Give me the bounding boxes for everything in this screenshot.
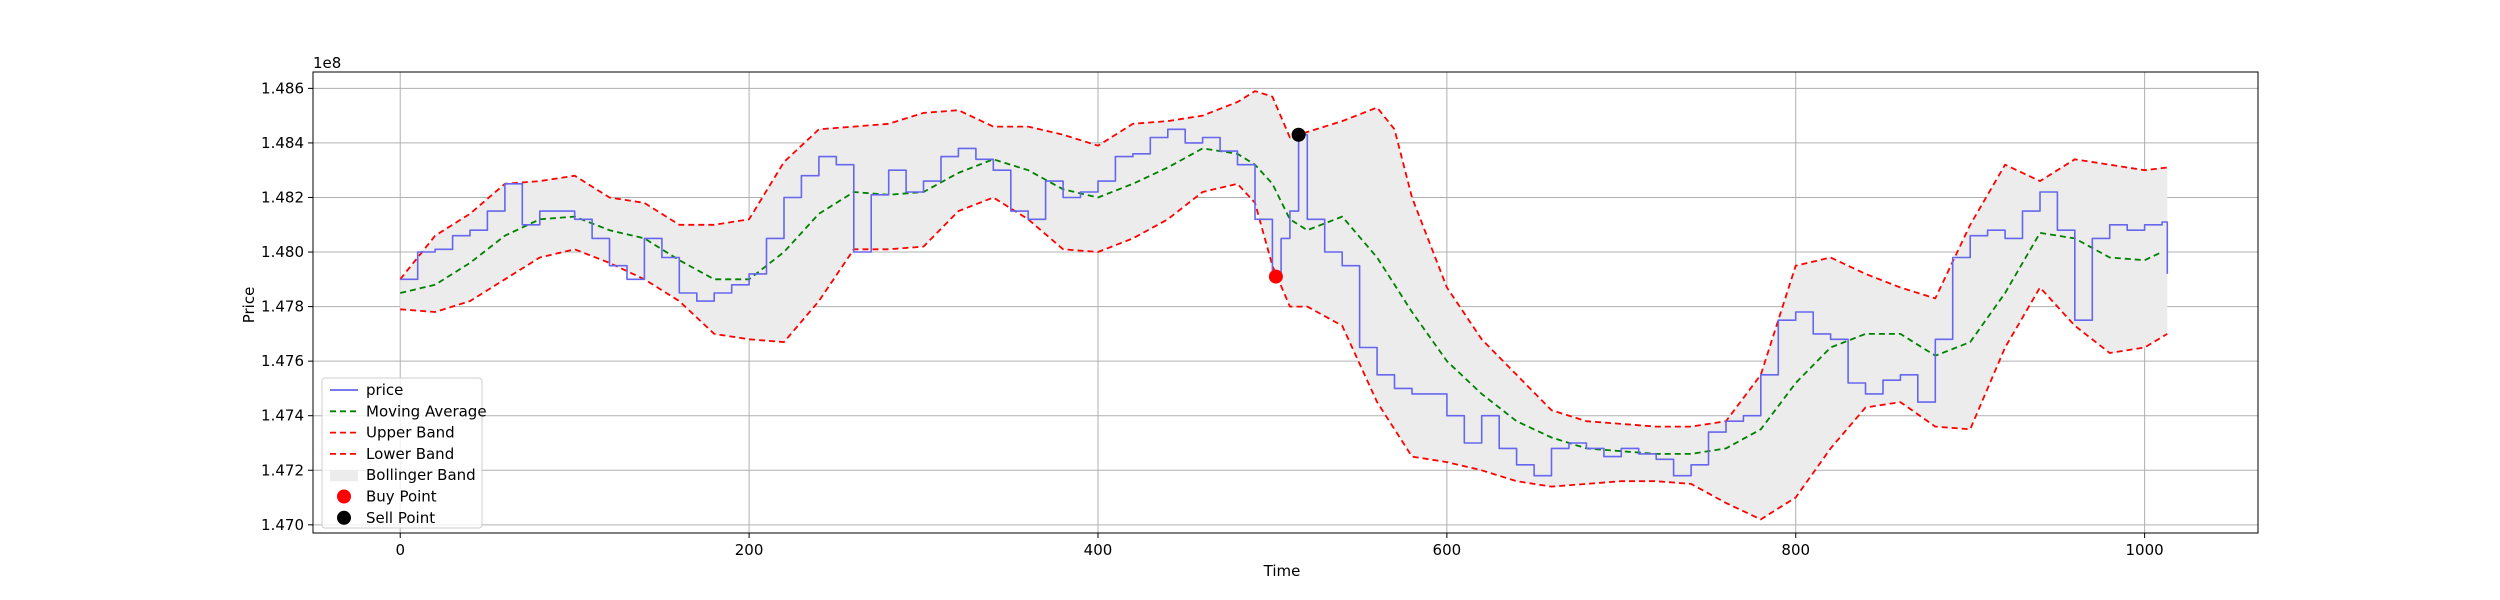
legend-swatch-buy-point <box>337 489 351 504</box>
plot-frame <box>312 71 2259 534</box>
upper-band-line <box>399 90 2168 428</box>
moving-average-line <box>399 147 2163 455</box>
buy-point-marker <box>1268 269 1283 284</box>
y-tick-label-2: 1.474 <box>261 407 304 425</box>
legend-label-upper-band: Upper Band <box>366 424 455 442</box>
legend-label-lower-band: Lower Band <box>366 445 454 463</box>
y-axis-title: Price <box>240 287 258 324</box>
y-tick-label-4: 1.478 <box>261 298 304 316</box>
legend-swatch-sell-point <box>337 510 351 525</box>
legend-swatch-bollinger-band <box>330 470 358 482</box>
x-tick-label-2: 400 <box>1084 541 1113 559</box>
legend-box <box>321 377 483 529</box>
y-tick-label-6: 1.482 <box>261 188 304 206</box>
x-tick-label-3: 600 <box>1433 541 1462 559</box>
legend-label-bollinger-band: Bollinger Band <box>366 466 476 484</box>
bollinger-band-fill <box>400 91 2168 520</box>
legend-label-moving-average: Moving Average <box>366 402 487 420</box>
x-tick-label-5: 1000 <box>2126 541 2164 559</box>
y-tick-label-5: 1.480 <box>261 243 304 261</box>
legend-label-buy-point: Buy Point <box>366 488 437 506</box>
x-tick-label-0: 0 <box>395 541 405 559</box>
x-tick-label-1: 200 <box>735 541 764 559</box>
x-axis-title: Time <box>1263 562 1301 580</box>
y-tick-label-8: 1.486 <box>261 79 304 97</box>
lower-band-line <box>400 182 2168 521</box>
price-line <box>400 128 2169 477</box>
y-tick-label-7: 1.484 <box>261 134 304 152</box>
legend-label-sell-point: Sell Point <box>366 509 435 527</box>
offset-label: 1e8 <box>313 54 341 72</box>
y-tick-label-1: 1.472 <box>261 461 304 479</box>
sell-point-marker <box>1291 127 1306 142</box>
x-tick-label-4: 800 <box>1781 541 1810 559</box>
y-tick-label-0: 1.470 <box>261 516 304 534</box>
y-tick-label-3: 1.476 <box>261 352 304 370</box>
legend-label-price: price <box>366 381 403 399</box>
